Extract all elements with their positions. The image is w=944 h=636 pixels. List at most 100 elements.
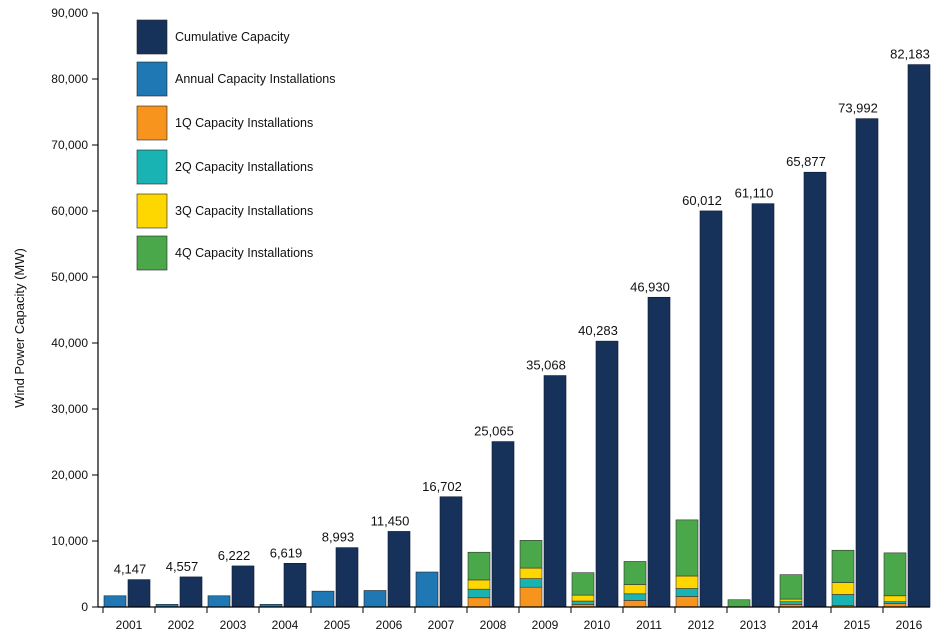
cumulative-bar (751, 203, 775, 608)
q3-bar-segment (675, 575, 699, 589)
q1-bar-segment (519, 586, 543, 608)
y-tick-label: 0 (81, 600, 88, 614)
y-tick-label: 30,000 (51, 402, 88, 416)
q1-bar-segment (623, 600, 647, 608)
cumulative-bar (595, 340, 619, 608)
q2-bar-segment (779, 601, 803, 605)
cumulative-bar (647, 296, 671, 608)
q4-bar-segment (727, 599, 751, 608)
x-tick-label: 2015 (844, 618, 871, 632)
x-tick-label: 2006 (376, 618, 403, 632)
x-tick-label: 2004 (272, 618, 299, 632)
x-tick-label: 2010 (584, 618, 611, 632)
annual-bar (415, 571, 439, 608)
annual-bar (207, 595, 231, 608)
q2-bar-segment (831, 594, 855, 606)
q3-bar-segment (571, 594, 595, 602)
annual-bar (363, 590, 387, 608)
legend-swatch (136, 19, 168, 55)
x-tick-label: 2008 (480, 618, 507, 632)
cumulative-data-label: 65,877 (786, 154, 826, 169)
cumulative-data-label: 11,450 (371, 513, 410, 528)
y-tick-label: 20,000 (51, 468, 88, 482)
cumulative-data-label: 61,110 (735, 186, 774, 201)
q2-bar-segment (519, 578, 543, 588)
legend-swatch (136, 193, 168, 229)
x-tick-label: 2013 (740, 618, 767, 632)
legend-label: 4Q Capacity Installations (175, 246, 313, 260)
cumulative-data-label: 35,068 (526, 358, 566, 373)
q4-bar-segment (519, 540, 543, 569)
x-tick-label: 2016 (896, 618, 923, 632)
legend-label: 1Q Capacity Installations (175, 116, 313, 130)
legend-swatch (136, 235, 168, 271)
x-tick-label: 2014 (792, 618, 819, 632)
cumulative-data-label: 40,283 (578, 323, 618, 338)
x-tick-label: 2002 (168, 618, 195, 632)
legend: Cumulative Capacity Annual Capacity Insta… (136, 19, 336, 271)
x-tick-label: 2011 (636, 618, 662, 632)
q1-bar-segment (675, 596, 699, 608)
legend-swatch (136, 149, 168, 185)
y-tick-label: 80,000 (51, 72, 88, 86)
cumulative-data-label: 4,147 (114, 562, 147, 577)
legend-label: Annual Capacity Installations (175, 72, 336, 86)
y-tick-label: 50,000 (51, 270, 88, 284)
q2-bar-segment (571, 600, 595, 605)
q2-bar-segment (467, 588, 491, 599)
x-tick-label: 2005 (324, 618, 351, 632)
cumulative-bar (387, 531, 411, 608)
q2-bar-segment (675, 588, 699, 597)
cumulative-data-label: 46,930 (630, 279, 670, 294)
cumulative-bar (543, 375, 567, 608)
y-axis: 0 10,000 20,000 30,000 40,000 50,000 60,000 70,… (51, 6, 99, 614)
y-tick-label: 60,000 (51, 204, 88, 218)
q3-bar-segment (831, 582, 855, 595)
q4-bar-segment (623, 561, 647, 585)
q4-bar-segment (779, 574, 803, 600)
legend-swatch (136, 105, 168, 141)
cumulative-data-label: 8,993 (322, 530, 355, 545)
cumulative-bar (803, 171, 827, 608)
y-axis-label: Wind Power Capacity (MW) (12, 248, 27, 408)
cumulative-data-label: 73,992 (838, 101, 878, 116)
x-tick-label: 2003 (220, 618, 247, 632)
legend-label: Cumulative Capacity (175, 30, 290, 44)
cumulative-bar (231, 565, 255, 608)
bars: 4,147 4,557 6,222 6,619 8,993 11,450 16,702 25,… (103, 47, 931, 608)
cumulative-bar (335, 547, 359, 608)
legend-label: 3Q Capacity Installations (175, 204, 313, 218)
x-tick-label: 2009 (532, 618, 559, 632)
cumulative-bar (127, 579, 151, 608)
x-tick-label: 2012 (688, 618, 715, 632)
legend-label: 2Q Capacity Installations (175, 160, 313, 174)
x-axis: 2001 2002 2003 2004 2005 2006 2007 2008 2009 2010… (98, 606, 930, 632)
legend-swatch (136, 61, 168, 97)
q3-bar-segment (467, 579, 491, 590)
cumulative-bar (699, 210, 723, 608)
q3-bar-segment (623, 584, 647, 595)
y-tick-label: 40,000 (51, 336, 88, 350)
cumulative-data-label: 60,012 (682, 193, 722, 208)
cumulative-bar (439, 496, 463, 608)
q3-bar-segment (779, 598, 803, 603)
q4-bar-segment (571, 572, 595, 596)
x-tick-label: 2007 (428, 618, 455, 632)
cumulative-bar (179, 576, 203, 608)
cumulative-data-label: 4,557 (166, 559, 199, 574)
q3-bar-segment (519, 567, 543, 579)
q4-bar-segment (467, 551, 491, 581)
y-tick-label: 10,000 (51, 534, 88, 548)
cumulative-data-label: 6,222 (218, 548, 251, 563)
q3-bar-segment (883, 595, 907, 603)
cumulative-data-label: 82,183 (890, 47, 930, 62)
cumulative-bar (907, 64, 931, 608)
q4-bar-segment (675, 519, 699, 577)
x-tick-label: 2001 (116, 618, 143, 632)
annual-bar (311, 590, 335, 608)
cumulative-bar (855, 118, 879, 608)
cumulative-data-label: 25,065 (474, 424, 514, 439)
y-tick-label: 70,000 (51, 138, 88, 152)
q2-bar-segment (623, 593, 647, 601)
